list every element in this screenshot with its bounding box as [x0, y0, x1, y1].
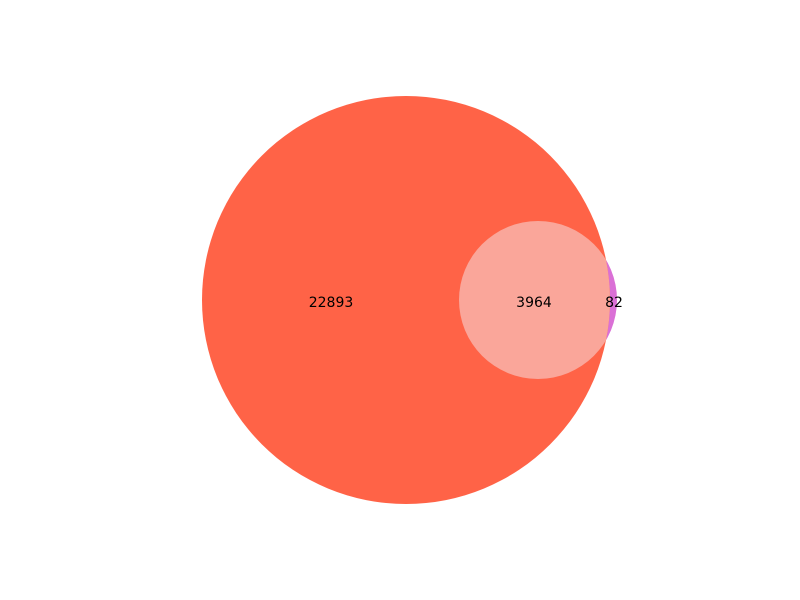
venn-label-intersection: 3964 — [516, 295, 552, 311]
venn-circle-set-a — [202, 96, 610, 504]
venn-intersection-region — [459, 221, 610, 379]
venn-label-set-b-only: 82 — [605, 295, 623, 311]
venn-label-set-a-only: 22893 — [309, 295, 354, 311]
